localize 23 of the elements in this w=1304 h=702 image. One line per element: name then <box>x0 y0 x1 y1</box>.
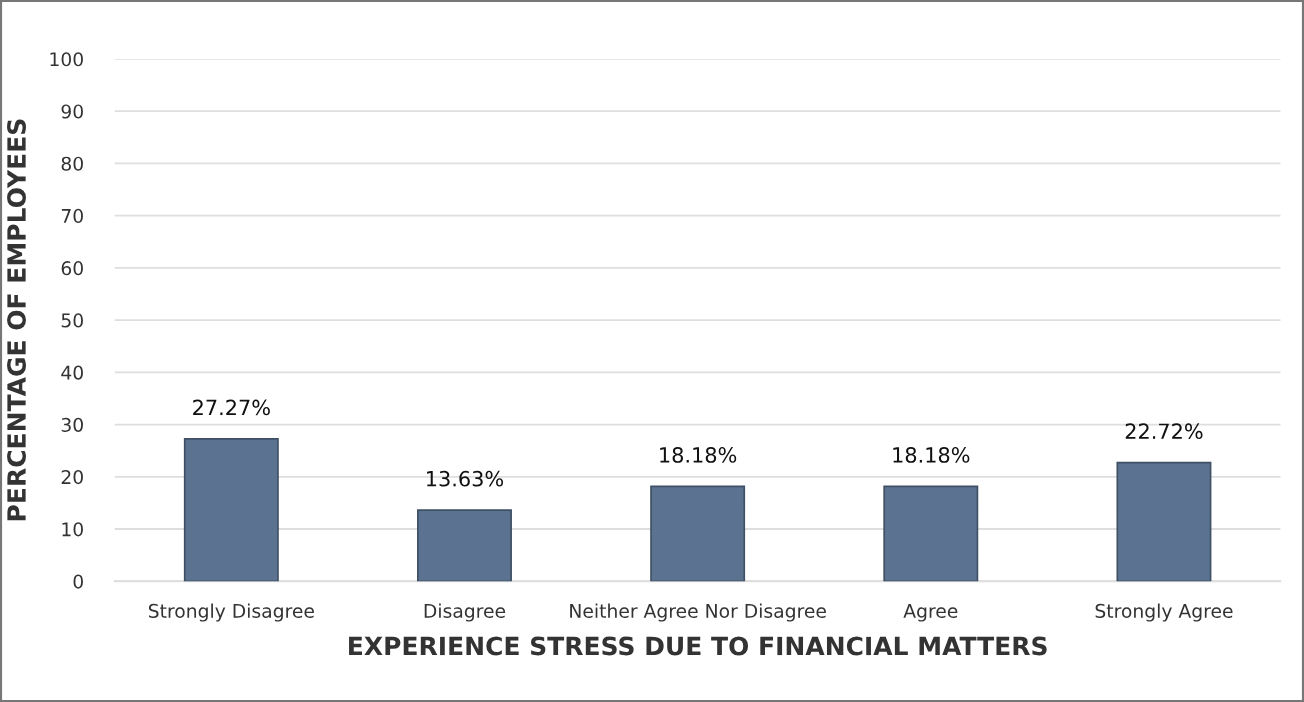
y-tick-label: 100 <box>50 52 83 67</box>
x-tick-label: Strongly Agree <box>1095 603 1233 622</box>
y-tick-label: 0 <box>73 574 83 589</box>
data-label: 22.72% <box>1125 423 1203 440</box>
y-axis-title: PERCENTAGE OF EMPLOYEES <box>7 119 26 521</box>
y-tick-label: 30 <box>61 417 83 432</box>
y-tick-label: 10 <box>62 522 83 537</box>
data-label: 18.18% <box>660 447 737 463</box>
data-label: 27.27% <box>193 399 270 416</box>
x-tick-label: Neither Agree Nor Disagree <box>570 603 826 622</box>
y-tick-label: 60 <box>61 261 83 276</box>
data-label: 18.18% <box>893 447 970 463</box>
y-tick-label: 20 <box>61 470 83 485</box>
y-tick-label: 70 <box>61 208 83 224</box>
x-tick-label: Agree <box>903 604 958 622</box>
data-label: 13.63% <box>427 470 504 487</box>
x-tick-label: Strongly Disagree <box>148 603 314 622</box>
x-tick-label: Disagree <box>424 603 506 622</box>
y-tick-label: 80 <box>61 156 83 171</box>
y-tick-label: 50 <box>61 313 83 328</box>
y-tick-label: 90 <box>61 104 83 119</box>
x-axis-title: EXPERIENCE STRESS DUE TO FINANCIAL MATTERS <box>349 636 1047 656</box>
y-tick-label: 40 <box>61 365 83 380</box>
